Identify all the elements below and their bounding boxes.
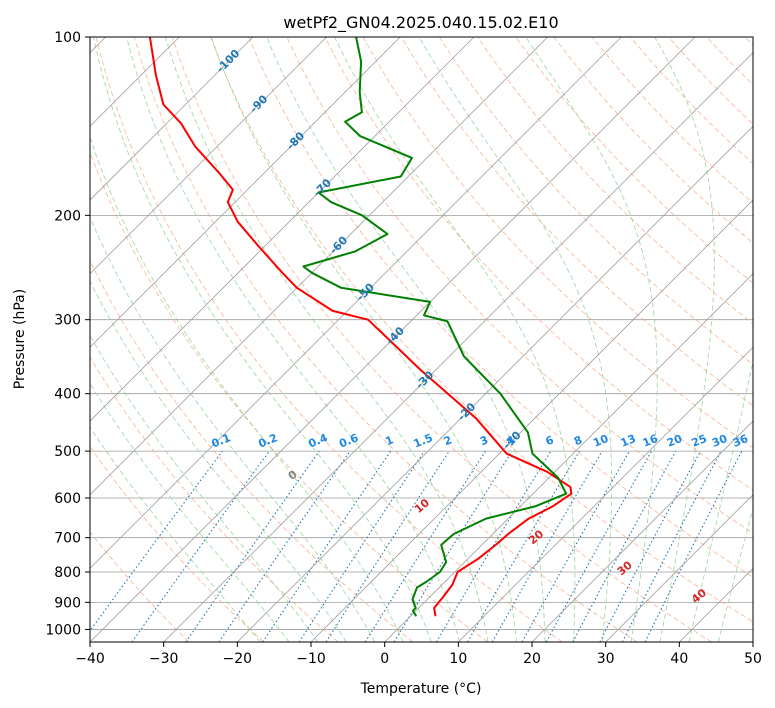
isotherm-line — [458, 346, 753, 642]
mixing-ratio-label: 25 — [690, 432, 709, 450]
dry-adiabat-line — [439, 37, 753, 365]
mixing-ratio-label: 16 — [641, 432, 660, 450]
y-tick-label: 300 — [54, 313, 81, 329]
dry-adiabat-line — [248, 37, 753, 578]
x-tick-label: 30 — [597, 651, 615, 667]
moist-adiabat-line — [525, 37, 658, 642]
x-tick-label: −30 — [149, 651, 179, 667]
dry-adiabat-line — [133, 37, 638, 642]
mixing-ratio-label: 36 — [731, 432, 750, 450]
dry-adiabat-line — [90, 445, 264, 642]
dry-adiabat-line — [90, 531, 190, 642]
y-tick-label: 100 — [54, 30, 81, 46]
dry-adiabat-line — [95, 37, 563, 642]
isotherm-line — [90, 37, 401, 348]
y-axis-label: Pressure (hPa) — [12, 289, 28, 389]
mixing-ratio-line — [262, 450, 392, 642]
y-tick-label: 400 — [54, 387, 81, 403]
y-tick-label: 500 — [54, 444, 81, 460]
y-tick-label: 900 — [54, 595, 81, 611]
isotherm-line — [237, 125, 753, 642]
plot-area — [90, 37, 753, 642]
moist-adiabat-line — [90, 334, 319, 642]
mixing-ratio-line — [393, 450, 513, 642]
mixing-ratio-label: 20 — [665, 432, 684, 450]
isotherm-line — [531, 420, 753, 642]
moist-adiabat-line — [126, 37, 461, 642]
mixing-ratio-line — [325, 450, 450, 642]
y-tick-label: 1000 — [45, 622, 81, 638]
isotherm-line — [384, 273, 753, 642]
x-tick-label: 20 — [523, 651, 541, 667]
mixing-ratio-line — [185, 450, 320, 642]
x-axis-label: Temperature (°C) — [360, 681, 482, 697]
isotherm-line — [310, 199, 753, 642]
chart-title: wetPf2_GN04.2025.040.15.02.E10 — [283, 13, 558, 33]
dry-adiabat-line — [400, 37, 753, 407]
mixing-ratio-label: 30 — [710, 432, 729, 450]
isotherm-line — [90, 37, 327, 275]
dry-adiabat-line — [90, 356, 339, 642]
y-tick-label: 800 — [54, 565, 81, 581]
temperature-line — [148, 37, 573, 617]
plot-frame — [89, 36, 754, 643]
moist-adiabat-line — [334, 37, 576, 642]
moist-adiabat-line — [90, 279, 347, 642]
dry-adiabat-line — [90, 150, 488, 642]
dry-adiabat-line — [515, 37, 753, 284]
mixing-ratio-label: 8 — [572, 433, 584, 448]
dewpoint-line — [302, 37, 568, 617]
mixing-ratio-line — [298, 450, 425, 642]
x-tick-label: 40 — [670, 651, 688, 667]
dry-adiabat-line — [171, 37, 712, 642]
moist-adiabat-line — [92, 37, 432, 642]
x-tick-label: −20 — [223, 651, 253, 667]
isotherm-line — [90, 37, 696, 642]
x-tick-label: −40 — [75, 651, 105, 667]
isotherm-line — [90, 37, 475, 422]
background-lines — [90, 37, 753, 642]
mixing-ratio-line — [90, 450, 223, 632]
isotherm-line — [90, 37, 622, 569]
dry-adiabat-line — [210, 37, 753, 623]
mixing-ratio-line — [644, 450, 743, 642]
mixing-ratio-line — [218, 450, 351, 642]
moist-adiabat-line — [164, 37, 489, 642]
moist-adiabat-line — [654, 37, 715, 642]
axes-ticks: −40 −30 −20 −10 0 10 20 30 40 50 100 200 300 400 500 60… — [45, 30, 762, 667]
isotherm-line — [605, 494, 753, 642]
x-tick-label: 50 — [744, 651, 762, 667]
moist-adiabat-line — [266, 37, 546, 642]
y-tick-label: 600 — [54, 491, 81, 507]
isotherm-line — [163, 52, 753, 642]
mixing-ratio-label: 3 — [478, 433, 490, 448]
mixing-ratio-label: 1 — [383, 433, 395, 448]
mixing-ratio-line — [521, 450, 630, 642]
mixing-ratio-label: 10 — [591, 432, 610, 450]
mixing-ratio-label: 13 — [619, 432, 638, 450]
x-tick-label: 10 — [449, 651, 467, 667]
y-tick-label: 200 — [54, 208, 81, 224]
isotherm-line — [90, 37, 548, 496]
isotherm-line — [752, 641, 753, 642]
mixing-ratio-line — [572, 450, 677, 642]
mixing-ratio-line — [545, 450, 653, 642]
moist-adiabat-line — [90, 382, 290, 642]
profile-lines — [148, 37, 573, 617]
mixing-ratio-line — [131, 450, 270, 642]
x-tick-label: 0 — [380, 651, 389, 667]
moist-adiabat-line — [90, 135, 404, 642]
mixing-ratio-label: 2 — [442, 433, 454, 448]
moist-adiabat-line — [688, 359, 753, 642]
x-tick-label: −10 — [296, 651, 326, 667]
isotherm-line — [90, 37, 254, 201]
y-tick-label: 700 — [54, 531, 81, 547]
dry-adiabat-line — [324, 37, 753, 491]
